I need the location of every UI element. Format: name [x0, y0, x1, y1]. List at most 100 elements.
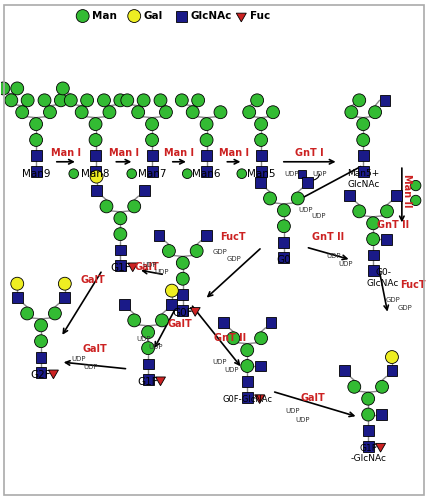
Circle shape — [160, 106, 172, 118]
Circle shape — [381, 205, 393, 218]
Circle shape — [186, 106, 199, 118]
Bar — [368, 250, 378, 260]
Text: GalT: GalT — [300, 393, 325, 403]
Circle shape — [291, 192, 304, 205]
Circle shape — [227, 332, 240, 344]
Text: UDP: UDP — [284, 170, 299, 176]
Text: UDP: UDP — [72, 356, 86, 362]
Circle shape — [278, 204, 290, 217]
Text: Man I: Man I — [164, 148, 194, 158]
Bar — [91, 185, 102, 196]
Circle shape — [357, 134, 370, 146]
Circle shape — [132, 106, 145, 118]
Circle shape — [54, 94, 67, 107]
Circle shape — [56, 82, 69, 95]
Bar — [255, 360, 266, 372]
Text: UDP: UDP — [224, 367, 239, 373]
Text: GDP: GDP — [386, 296, 400, 302]
Bar — [177, 289, 188, 300]
Circle shape — [114, 94, 127, 107]
Circle shape — [411, 196, 421, 205]
Circle shape — [386, 350, 399, 364]
Bar — [30, 166, 42, 177]
Circle shape — [255, 134, 268, 146]
Text: GDP: GDP — [213, 249, 228, 255]
Text: Fuc: Fuc — [250, 11, 270, 21]
Text: G1F: G1F — [110, 264, 131, 274]
Circle shape — [353, 94, 366, 107]
Circle shape — [255, 332, 268, 344]
Bar — [147, 166, 157, 177]
Circle shape — [255, 118, 268, 130]
Circle shape — [362, 408, 375, 421]
Circle shape — [367, 232, 380, 245]
Circle shape — [411, 180, 421, 190]
Circle shape — [16, 106, 29, 118]
Text: Man9: Man9 — [22, 169, 50, 179]
Text: GDP: GDP — [227, 256, 242, 262]
Circle shape — [182, 169, 192, 178]
Text: UDP: UDP — [136, 336, 151, 342]
Circle shape — [190, 244, 203, 258]
Circle shape — [192, 94, 205, 107]
Text: Gal: Gal — [143, 11, 163, 21]
Circle shape — [142, 326, 154, 338]
Circle shape — [137, 94, 150, 107]
Text: Man5: Man5 — [247, 169, 275, 179]
Bar — [298, 170, 306, 177]
Bar — [376, 409, 387, 420]
Text: GalT: GalT — [167, 320, 192, 330]
Text: UDP: UDP — [149, 344, 163, 350]
Circle shape — [175, 94, 188, 107]
Circle shape — [156, 314, 169, 327]
Circle shape — [376, 380, 389, 393]
Bar — [358, 166, 369, 177]
Text: UDP: UDP — [338, 261, 353, 267]
Bar — [255, 177, 266, 188]
Circle shape — [243, 106, 256, 118]
Circle shape — [58, 278, 71, 290]
Bar — [176, 10, 187, 22]
Text: FucT: FucT — [221, 232, 246, 242]
Bar — [59, 292, 70, 303]
Text: G0F-GlcNAc: G0F-GlcNAc — [222, 395, 272, 404]
Bar — [368, 266, 378, 276]
Circle shape — [128, 10, 141, 22]
Bar — [358, 150, 369, 162]
Text: G0-
GlcNAc: G0- GlcNAc — [367, 268, 399, 287]
Bar — [380, 95, 390, 106]
Circle shape — [100, 200, 113, 213]
Bar — [242, 376, 253, 388]
Circle shape — [43, 106, 56, 118]
Circle shape — [76, 10, 89, 22]
Text: G0: G0 — [277, 256, 291, 266]
Text: UDP: UDP — [326, 253, 341, 259]
Circle shape — [142, 342, 154, 354]
Text: GalT: GalT — [134, 262, 159, 272]
Bar — [256, 166, 266, 177]
Circle shape — [11, 82, 24, 95]
Circle shape — [263, 192, 276, 205]
Circle shape — [176, 272, 189, 285]
Text: GlcNAc: GlcNAc — [191, 11, 232, 21]
Bar — [143, 358, 154, 370]
Bar — [278, 252, 289, 264]
Circle shape — [278, 220, 290, 232]
Text: Man7: Man7 — [138, 169, 166, 179]
Text: Man I: Man I — [219, 148, 249, 158]
Bar — [90, 166, 101, 177]
Circle shape — [128, 200, 141, 213]
Circle shape — [200, 118, 213, 130]
Circle shape — [154, 94, 167, 107]
Text: UDP: UDP — [155, 269, 169, 275]
Bar — [391, 190, 402, 201]
Circle shape — [237, 169, 247, 178]
Text: UDP: UDP — [286, 408, 300, 414]
Circle shape — [145, 134, 158, 146]
Circle shape — [362, 392, 375, 405]
Bar — [154, 230, 164, 240]
Text: GnT II: GnT II — [377, 220, 409, 230]
Circle shape — [266, 106, 279, 118]
Circle shape — [114, 212, 127, 224]
Circle shape — [64, 94, 77, 107]
